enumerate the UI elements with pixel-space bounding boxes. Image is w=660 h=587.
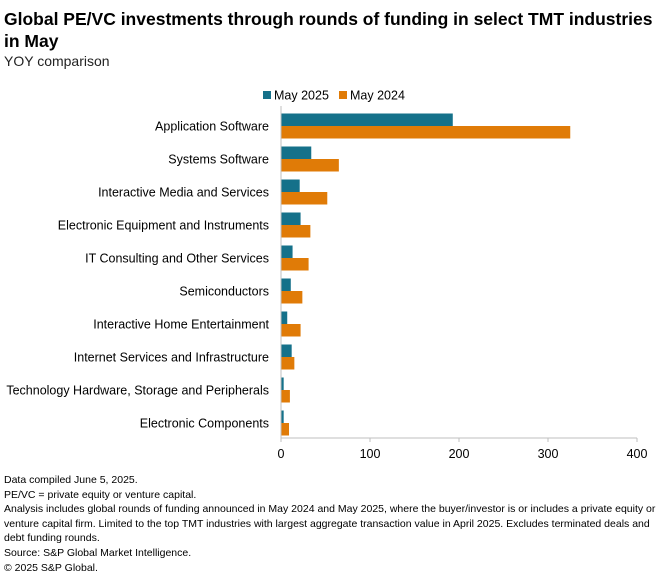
category-labels: Application Software Systems Software Inte… (6, 120, 269, 431)
footnote-date: Data compiled June 5, 2025. (4, 474, 138, 486)
chart-subtitle: YOY comparison (4, 53, 110, 69)
category-label: Electronic Equipment and Instruments (58, 219, 269, 233)
bar-may-2024 (281, 357, 295, 370)
footnote-source: Source: S&P Global Market Intelligence. (4, 546, 192, 559)
category-label: Interactive Home Entertainment (93, 318, 269, 332)
x-tick-label: 300 (538, 447, 559, 461)
category-label: Application Software (155, 120, 269, 134)
category-label: Systems Software (168, 153, 269, 167)
bar-may-2024 (281, 324, 301, 337)
bar-may-2025 (281, 212, 301, 225)
category-label: Technology Hardware, Storage and Periphe… (6, 384, 269, 398)
category-label: IT Consulting and Other Services (85, 252, 269, 266)
category-label: Interactive Media and Services (98, 186, 269, 200)
chart-bars (281, 113, 571, 436)
legend-swatch-may-2025 (263, 91, 271, 99)
bar-may-2025 (281, 113, 453, 126)
x-axis: 0 100 200 300 400 (278, 106, 648, 461)
x-tick-label: 0 (278, 447, 285, 461)
bar-may-2025 (281, 179, 300, 192)
bar-may-2025 (281, 278, 291, 291)
legend-swatch-may-2024 (339, 91, 347, 99)
bar-may-2025 (281, 410, 284, 423)
x-tick-label: 200 (449, 447, 470, 461)
bar-may-2024 (281, 192, 328, 205)
footnote-copyright: © 2025 S&P Global. (4, 561, 98, 574)
bar-may-2025 (281, 146, 312, 159)
footnotes: Data compiled June 5, 2025. PE/VC = priv… (4, 473, 656, 575)
category-label: Internet Services and Infrastructure (74, 351, 269, 365)
bar-may-2024 (281, 225, 311, 238)
legend-label-may-2025: May 2025 (274, 89, 329, 103)
bar-may-2024 (281, 423, 290, 436)
legend-label-may-2024: May 2024 (350, 89, 405, 103)
chart-legend: May 2025 May 2024 (263, 89, 405, 103)
bar-may-2024 (281, 291, 303, 304)
chart-title: Global PE/VC investments through rounds … (4, 9, 653, 51)
bar-may-2024 (281, 159, 339, 172)
bar-may-2025 (281, 245, 293, 258)
bar-may-2024 (281, 258, 309, 271)
bar-may-2024 (281, 390, 290, 403)
x-tick-label: 100 (360, 447, 381, 461)
category-label: Electronic Components (140, 417, 269, 431)
footnote-methodology: Analysis includes global rounds of fundi… (4, 503, 656, 545)
category-label: Semiconductors (179, 285, 269, 299)
bar-may-2025 (281, 377, 284, 390)
bar-may-2024 (281, 126, 571, 139)
bar-chart: May 2025 May 2024 Application Software Sys… (6, 89, 648, 462)
bar-may-2025 (281, 344, 292, 357)
x-tick-label: 400 (627, 447, 648, 461)
bar-may-2025 (281, 311, 288, 324)
footnote-abbreviation: PE/VC = private equity or venture capita… (4, 488, 197, 501)
